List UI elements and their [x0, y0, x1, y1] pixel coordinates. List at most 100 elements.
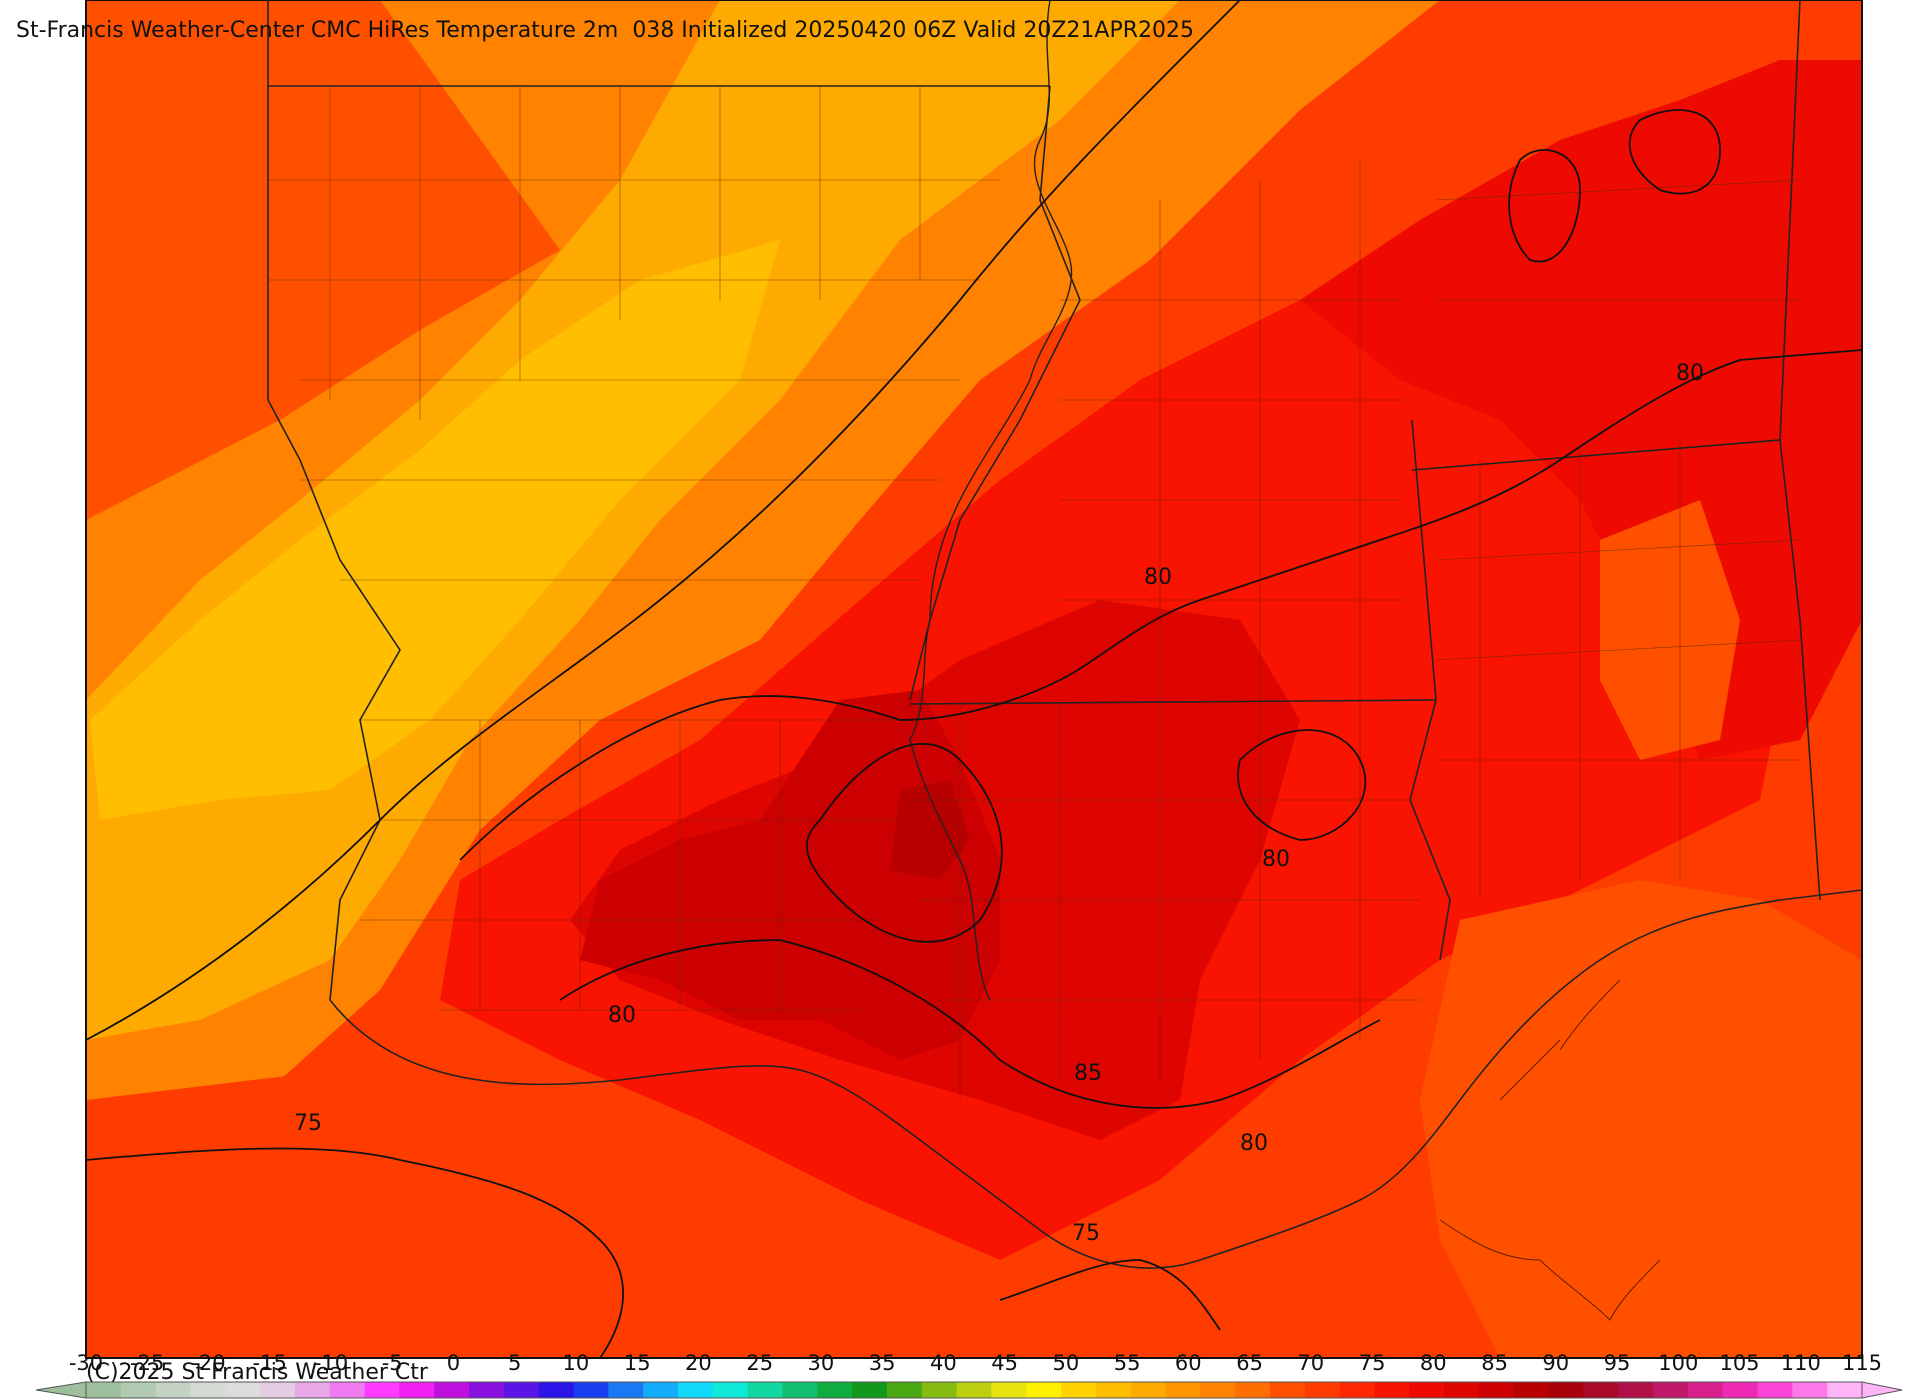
gulf-coastline — [329, 889, 1863, 1269]
contour-label-80-central: 80 — [1144, 565, 1172, 590]
colorbar-tick-label: -5 — [382, 1351, 403, 1375]
colorbar-tick-label: 50 — [1053, 1351, 1080, 1375]
colorbar-swatch — [852, 1382, 888, 1398]
colorbar-tick-label: 80 — [1420, 1351, 1447, 1375]
colorbar-swatch — [1513, 1382, 1550, 1398]
colorbar-swatch — [1827, 1382, 1863, 1398]
colorbar-swatch — [1374, 1382, 1410, 1398]
temp-region-orange-band — [86, 0, 1440, 1120]
colorbar-swatch — [1583, 1382, 1619, 1398]
colorbar-tick-label: 45 — [991, 1351, 1018, 1375]
colorbar-tick-label: 85 — [1481, 1351, 1508, 1375]
contour-label-80-west: 80 — [608, 1003, 636, 1028]
colorbar-tick-label: 60 — [1175, 1351, 1202, 1375]
colorbar-swatch — [991, 1382, 1027, 1398]
colorbar-tick-label: 15 — [624, 1351, 651, 1375]
colorbar-swatch — [225, 1382, 261, 1398]
colorbar-tick-label: 65 — [1236, 1351, 1263, 1375]
mississippi-river — [909, 0, 1073, 1001]
colorbar-tick-label: 90 — [1542, 1351, 1569, 1375]
colorbar-swatch — [1548, 1382, 1585, 1398]
temperature-contours — [85, 0, 1863, 1359]
colorbar-swatch — [712, 1382, 749, 1398]
colorbar-swatch — [1061, 1382, 1097, 1398]
temp-region-cool-yellow — [90, 240, 780, 820]
temp-region-peak-core — [890, 780, 970, 880]
colorbar-ticks: -30 -25 -20 -15 -10 -5 0 5 10 15 20 25 30 35 40 45 50 55 6… — [69, 1351, 1882, 1375]
colorbar-swatch — [817, 1382, 853, 1398]
map-frame — [85, 0, 1863, 1359]
colorbar-swatch — [538, 1382, 575, 1398]
temp-region-gulf-orange — [1420, 880, 1862, 1358]
contour-label-75-west: 75 — [294, 1111, 322, 1136]
colorbar-tick-label: -25 — [130, 1351, 164, 1375]
colorbar-swatch — [434, 1382, 470, 1398]
colorbar-swatch — [1444, 1382, 1480, 1398]
colorbar-swatch — [886, 1382, 923, 1398]
colorbar-swatch — [399, 1382, 435, 1398]
colorbar-swatch — [782, 1382, 818, 1398]
colorbar-tick-label: 100 — [1658, 1351, 1698, 1375]
map-title: St-Francis Weather-Center CMC HiRes Temp… — [16, 18, 1195, 43]
colorbar-tick-label: 55 — [1114, 1351, 1141, 1375]
contour-label-80-east: 80 — [1262, 847, 1290, 872]
colorbar-tick-label: 0 — [447, 1351, 460, 1375]
temp-region-hottest-core — [580, 690, 1000, 1060]
copyright-notice: (C)2025 St Francis Weather Ctr — [86, 1360, 428, 1385]
colorbar-tick-label: -10 — [314, 1351, 348, 1375]
colorbar-swatch — [1722, 1382, 1759, 1398]
colorbar-swatch — [1026, 1382, 1062, 1398]
contour-label-80-south: 80 — [1240, 1131, 1268, 1156]
colorbar-swatch — [1165, 1382, 1201, 1398]
colorbar-swatch — [1304, 1382, 1341, 1398]
colorbar-outline — [85, 1381, 1863, 1399]
colorbar-tick-label: -30 — [69, 1351, 103, 1375]
colorbar-tick-label: 115 — [1842, 1351, 1882, 1375]
colorbar-swatch — [469, 1382, 505, 1398]
colorbar-swatch — [1130, 1382, 1167, 1398]
colorbar-swatch — [1478, 1382, 1515, 1398]
colorbar-tick-label: -15 — [253, 1351, 287, 1375]
colorbar-swatch — [364, 1382, 401, 1398]
colorbar-swatch — [190, 1382, 226, 1398]
colorbar-swatch — [1687, 1382, 1724, 1398]
colorbar — [35, 1381, 1903, 1399]
colorbar-tick-label: 5 — [508, 1351, 521, 1375]
colorbar-swatch — [1200, 1382, 1236, 1398]
colorbar-swatch — [608, 1382, 644, 1398]
colorbar-tick-label: -20 — [191, 1351, 225, 1375]
colorbar-tick-label: 35 — [869, 1351, 896, 1375]
colorbar-max-arrow — [1861, 1381, 1903, 1399]
colorbar-swatch — [1339, 1382, 1376, 1398]
colorbar-swatch — [294, 1382, 331, 1398]
colorbar-swatch — [956, 1382, 993, 1398]
colorbar-swatch — [1409, 1382, 1445, 1398]
colorbar-tick-label: 75 — [1359, 1351, 1386, 1375]
colorbar-swatch — [643, 1382, 679, 1398]
colorbar-swatch — [1653, 1382, 1689, 1398]
colorbar-swatch — [1270, 1382, 1306, 1398]
contour-label-80-northeast: 80 — [1676, 361, 1704, 386]
contour-label-85: 85 — [1074, 1061, 1102, 1086]
contour-label-75-south: 75 — [1072, 1221, 1100, 1246]
colorbar-tick-label: 110 — [1781, 1351, 1821, 1375]
colorbar-swatch — [1618, 1382, 1654, 1398]
colorbar-swatch — [678, 1382, 714, 1398]
colorbar-tick-label: 20 — [685, 1351, 712, 1375]
colorbar-tick-label: 40 — [930, 1351, 957, 1375]
colorbar-tick-label: 70 — [1297, 1351, 1324, 1375]
colorbar-swatch — [1235, 1382, 1271, 1398]
colorbar-tick-label: 25 — [746, 1351, 773, 1375]
temp-region-east-warm — [1600, 500, 1740, 760]
temp-region-yellow-orange — [86, 0, 1180, 1040]
temp-region-gulf-west — [86, 1060, 1100, 1358]
colorbar-swatch — [747, 1382, 784, 1398]
delta-marsh — [1439, 979, 1661, 1321]
colorbar-tick-label: 10 — [563, 1351, 590, 1375]
county-boundaries — [268, 86, 1801, 1100]
colorbar-swatch — [1095, 1382, 1132, 1398]
colorbar-swatch — [1792, 1382, 1828, 1398]
colorbar-tick-label: 95 — [1604, 1351, 1631, 1375]
colorbar-swatch — [1757, 1382, 1793, 1398]
